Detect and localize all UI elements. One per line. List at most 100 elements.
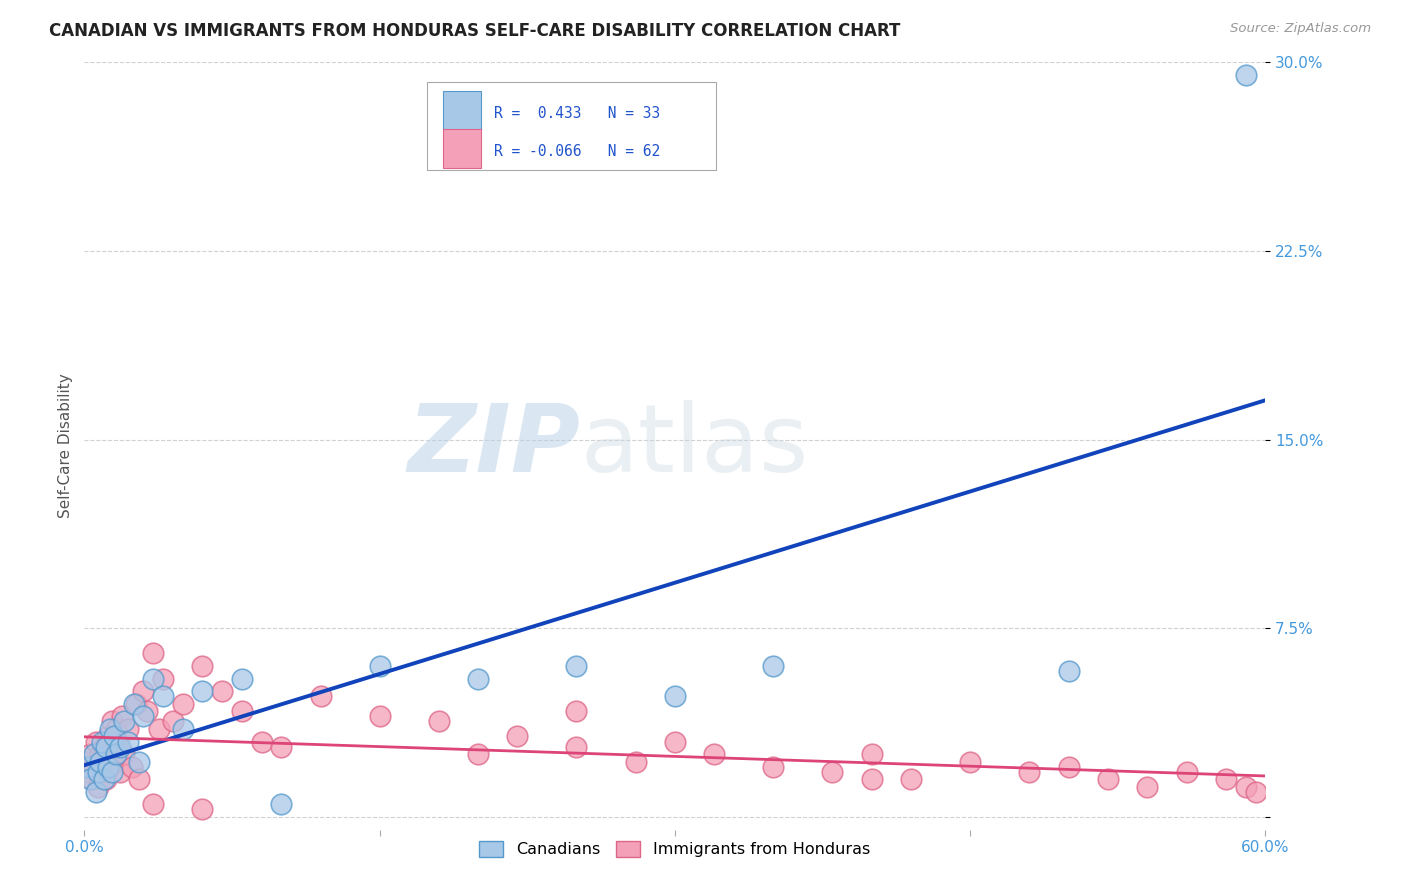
Point bbox=[112, 747, 135, 761]
Point bbox=[122, 697, 145, 711]
Point bbox=[250, 734, 273, 748]
Point bbox=[82, 772, 104, 787]
Point bbox=[117, 722, 139, 736]
Point bbox=[94, 739, 117, 754]
Text: Source: ZipAtlas.com: Source: ZipAtlas.com bbox=[1230, 22, 1371, 36]
Point bbox=[821, 764, 844, 779]
FancyBboxPatch shape bbox=[443, 129, 481, 168]
Point bbox=[79, 772, 101, 787]
Point bbox=[703, 747, 725, 761]
Point bbox=[172, 722, 194, 736]
Point bbox=[75, 755, 97, 769]
Point bbox=[162, 714, 184, 729]
Point bbox=[104, 747, 127, 761]
Point bbox=[1136, 780, 1159, 794]
Point bbox=[191, 802, 214, 816]
Point bbox=[77, 760, 100, 774]
FancyBboxPatch shape bbox=[427, 81, 716, 169]
Point bbox=[506, 730, 529, 744]
Point bbox=[959, 755, 981, 769]
Y-axis label: Self-Care Disability: Self-Care Disability bbox=[58, 374, 73, 518]
Point bbox=[94, 772, 117, 787]
Point bbox=[664, 690, 686, 704]
Point bbox=[83, 760, 105, 774]
Point bbox=[152, 690, 174, 704]
Point bbox=[97, 760, 120, 774]
Point bbox=[172, 697, 194, 711]
Point bbox=[83, 747, 105, 761]
Point bbox=[101, 764, 124, 779]
Text: ZIP: ZIP bbox=[408, 400, 581, 492]
Point bbox=[191, 684, 214, 698]
Point bbox=[152, 672, 174, 686]
Point bbox=[231, 672, 253, 686]
Text: atlas: atlas bbox=[581, 400, 808, 492]
Point bbox=[1234, 780, 1257, 794]
Point bbox=[89, 755, 111, 769]
Point bbox=[900, 772, 922, 787]
Point bbox=[103, 755, 125, 769]
Point bbox=[309, 690, 332, 704]
Point bbox=[142, 672, 165, 686]
Point bbox=[565, 704, 588, 718]
Point bbox=[142, 647, 165, 661]
Point bbox=[467, 747, 489, 761]
Point bbox=[77, 764, 100, 779]
Text: R =  0.433   N = 33: R = 0.433 N = 33 bbox=[494, 106, 661, 121]
FancyBboxPatch shape bbox=[443, 91, 481, 129]
Point bbox=[104, 722, 127, 736]
Point bbox=[762, 760, 785, 774]
Text: CANADIAN VS IMMIGRANTS FROM HONDURAS SELF-CARE DISABILITY CORRELATION CHART: CANADIAN VS IMMIGRANTS FROM HONDURAS SEL… bbox=[49, 22, 901, 40]
Point bbox=[270, 739, 292, 754]
Point bbox=[211, 684, 233, 698]
Point bbox=[108, 739, 131, 754]
Point bbox=[1244, 785, 1267, 799]
Point bbox=[1057, 760, 1080, 774]
Point bbox=[1018, 764, 1040, 779]
Point bbox=[270, 797, 292, 812]
Point bbox=[624, 755, 647, 769]
Legend: Canadians, Immigrants from Honduras: Canadians, Immigrants from Honduras bbox=[472, 834, 877, 863]
Point bbox=[427, 714, 450, 729]
Point bbox=[132, 709, 155, 723]
Point bbox=[117, 734, 139, 748]
Point bbox=[136, 704, 159, 718]
Point bbox=[97, 730, 120, 744]
Point bbox=[191, 659, 214, 673]
Point bbox=[142, 797, 165, 812]
Point bbox=[101, 714, 124, 729]
Point bbox=[1175, 764, 1198, 779]
Point bbox=[565, 659, 588, 673]
Point bbox=[860, 772, 883, 787]
Point bbox=[664, 734, 686, 748]
Point bbox=[84, 734, 107, 748]
Point bbox=[98, 760, 121, 774]
Point bbox=[79, 747, 101, 761]
Point bbox=[1234, 68, 1257, 82]
Point bbox=[87, 780, 110, 794]
Point bbox=[108, 764, 131, 779]
Point bbox=[368, 709, 391, 723]
Point bbox=[1057, 664, 1080, 678]
Point bbox=[860, 747, 883, 761]
Point bbox=[124, 697, 146, 711]
Point bbox=[467, 672, 489, 686]
Point bbox=[111, 709, 134, 723]
Point bbox=[128, 755, 150, 769]
Point bbox=[1215, 772, 1237, 787]
Point bbox=[103, 730, 125, 744]
Point bbox=[132, 684, 155, 698]
Point bbox=[148, 722, 170, 736]
Point bbox=[89, 747, 111, 761]
Point bbox=[762, 659, 785, 673]
Point bbox=[1097, 772, 1119, 787]
Point bbox=[107, 739, 129, 754]
Point bbox=[98, 722, 121, 736]
Point bbox=[231, 704, 253, 718]
Text: R = -0.066   N = 62: R = -0.066 N = 62 bbox=[494, 144, 661, 159]
Point bbox=[84, 785, 107, 799]
Point bbox=[368, 659, 391, 673]
Point bbox=[121, 760, 143, 774]
Point bbox=[565, 739, 588, 754]
Point bbox=[87, 764, 110, 779]
